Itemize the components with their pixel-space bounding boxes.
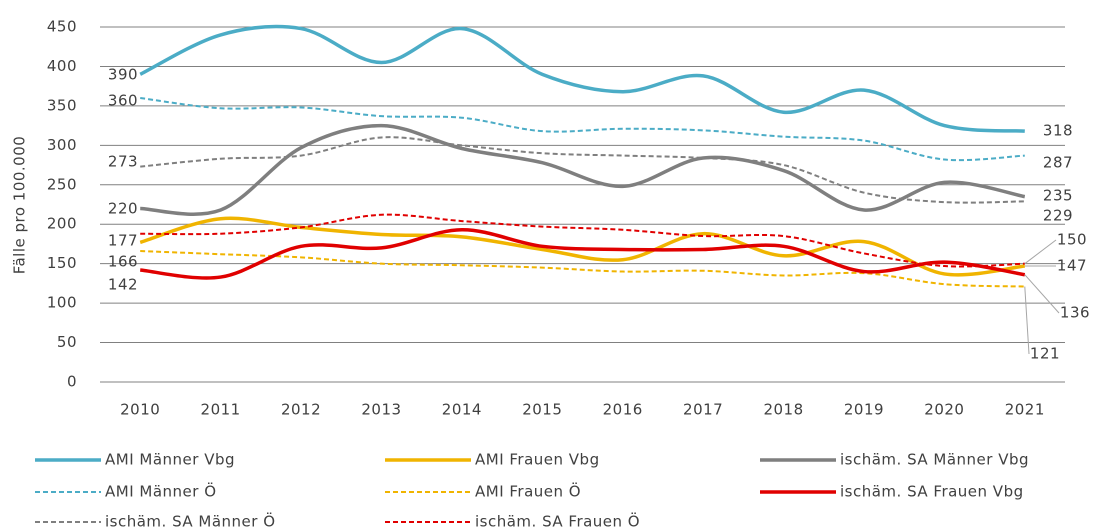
y-tick-label: 50 [57,333,77,351]
series-line [140,136,1025,204]
legend-label: AMI Frauen Ö [475,482,581,501]
y-tick-label: 200 [47,215,77,233]
series-line [140,97,1025,162]
x-tick-label: 2019 [844,401,884,419]
leader-line [1024,286,1030,355]
y-axis-label: Fälle pro 100.000 [11,136,29,275]
legend-label: AMI Männer Vbg [105,451,235,469]
x-tick-label: 2014 [442,401,482,419]
x-tick-label: 2016 [603,401,643,419]
data-label: 318 [1043,122,1073,140]
x-tick-label: 2015 [522,401,562,419]
data-label: 121 [1030,345,1060,363]
y-tick-label: 350 [47,96,77,114]
y-tick-label: 250 [47,175,77,193]
y-tick-label: 100 [47,294,77,312]
series-line [140,123,1026,216]
series-line [140,213,1025,268]
series-line [140,227,1026,280]
data-label: 360 [108,92,138,110]
x-tick-label: 2020 [924,401,964,419]
y-tick-label: 0 [67,373,77,391]
legend-label: ischäm. SA Männer Ö [105,512,276,531]
series-line [139,24,1025,133]
legend-label: AMI Männer Ö [105,482,217,501]
leader-line [1024,274,1060,314]
x-tick-label: 2011 [201,401,241,419]
data-label: 136 [1060,304,1090,322]
y-tick-label: 400 [47,57,77,75]
data-label: 287 [1043,154,1073,172]
series-line [140,250,1025,288]
y-tick-label: 450 [47,18,77,36]
data-label: 150 [1057,231,1087,249]
data-label: 142 [108,276,138,294]
data-label: 229 [1043,207,1073,225]
legend-label: ischäm. SA Frauen Ö [475,512,640,531]
x-tick-label: 2010 [120,401,160,419]
legend-label: AMI Frauen Vbg [475,451,600,469]
data-label: 166 [108,253,138,271]
data-label: 147 [1057,257,1087,275]
x-tick-label: 2017 [683,401,723,419]
x-tick-label: 2012 [281,401,321,419]
legend-label: ischäm. SA Männer Vbg [840,451,1029,469]
leader-line [1024,239,1057,265]
data-label: 220 [108,200,138,218]
data-label: 235 [1043,187,1073,205]
data-label: 273 [108,153,138,171]
y-tick-label: 300 [47,136,77,154]
series-line [139,216,1025,277]
y-tick-label: 150 [47,254,77,272]
x-tick-label: 2018 [763,401,803,419]
legend-label: ischäm. SA Frauen Vbg [840,483,1024,501]
x-tick-label: 2021 [1005,401,1045,419]
data-label: 390 [108,66,138,84]
data-label: 177 [108,232,138,250]
x-tick-label: 2013 [361,401,401,419]
